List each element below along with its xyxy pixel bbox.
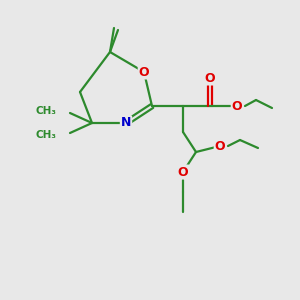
Text: O: O <box>178 166 188 178</box>
Text: N: N <box>121 116 131 130</box>
Text: CH₃: CH₃ <box>35 130 56 140</box>
Text: CH₃: CH₃ <box>35 106 56 116</box>
Text: O: O <box>232 100 242 112</box>
Text: O: O <box>205 71 215 85</box>
Text: O: O <box>215 140 225 152</box>
Text: O: O <box>139 65 149 79</box>
